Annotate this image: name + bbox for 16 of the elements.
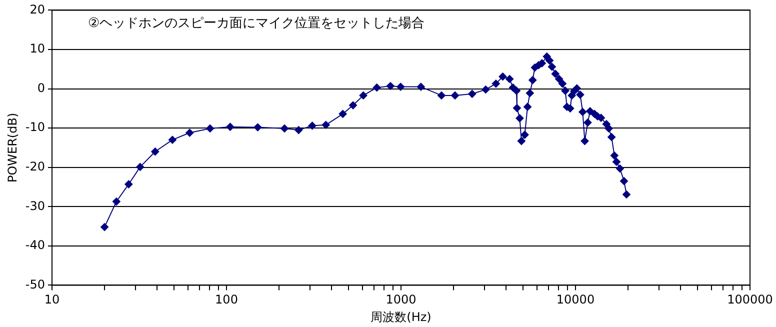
y-tick-label: 10 — [30, 42, 45, 56]
y-tick-label: -20 — [25, 159, 45, 174]
x-tick-label: 100000 — [727, 292, 773, 307]
y-tick-label: -10 — [25, 120, 45, 134]
y-axis-title: POWER(dB) — [5, 112, 20, 183]
x-tick-label: 10000 — [556, 292, 595, 307]
y-tick-label: -40 — [25, 238, 45, 252]
x-tick-label: 100 — [215, 292, 238, 307]
x-axis-title: 周波数(Hz) — [370, 310, 432, 324]
y-tick-label: 20 — [30, 2, 45, 16]
x-tick-label: 10 — [44, 292, 60, 307]
y-tick-label: -30 — [25, 198, 45, 213]
text: ②ヘッドホンのスピーカ面にマイク位置をセットした場合 — [88, 15, 425, 32]
y-tick-label: -50 — [25, 277, 45, 292]
x-tick-label: 1000 — [386, 292, 416, 307]
y-tick-label: 0 — [37, 80, 45, 95]
